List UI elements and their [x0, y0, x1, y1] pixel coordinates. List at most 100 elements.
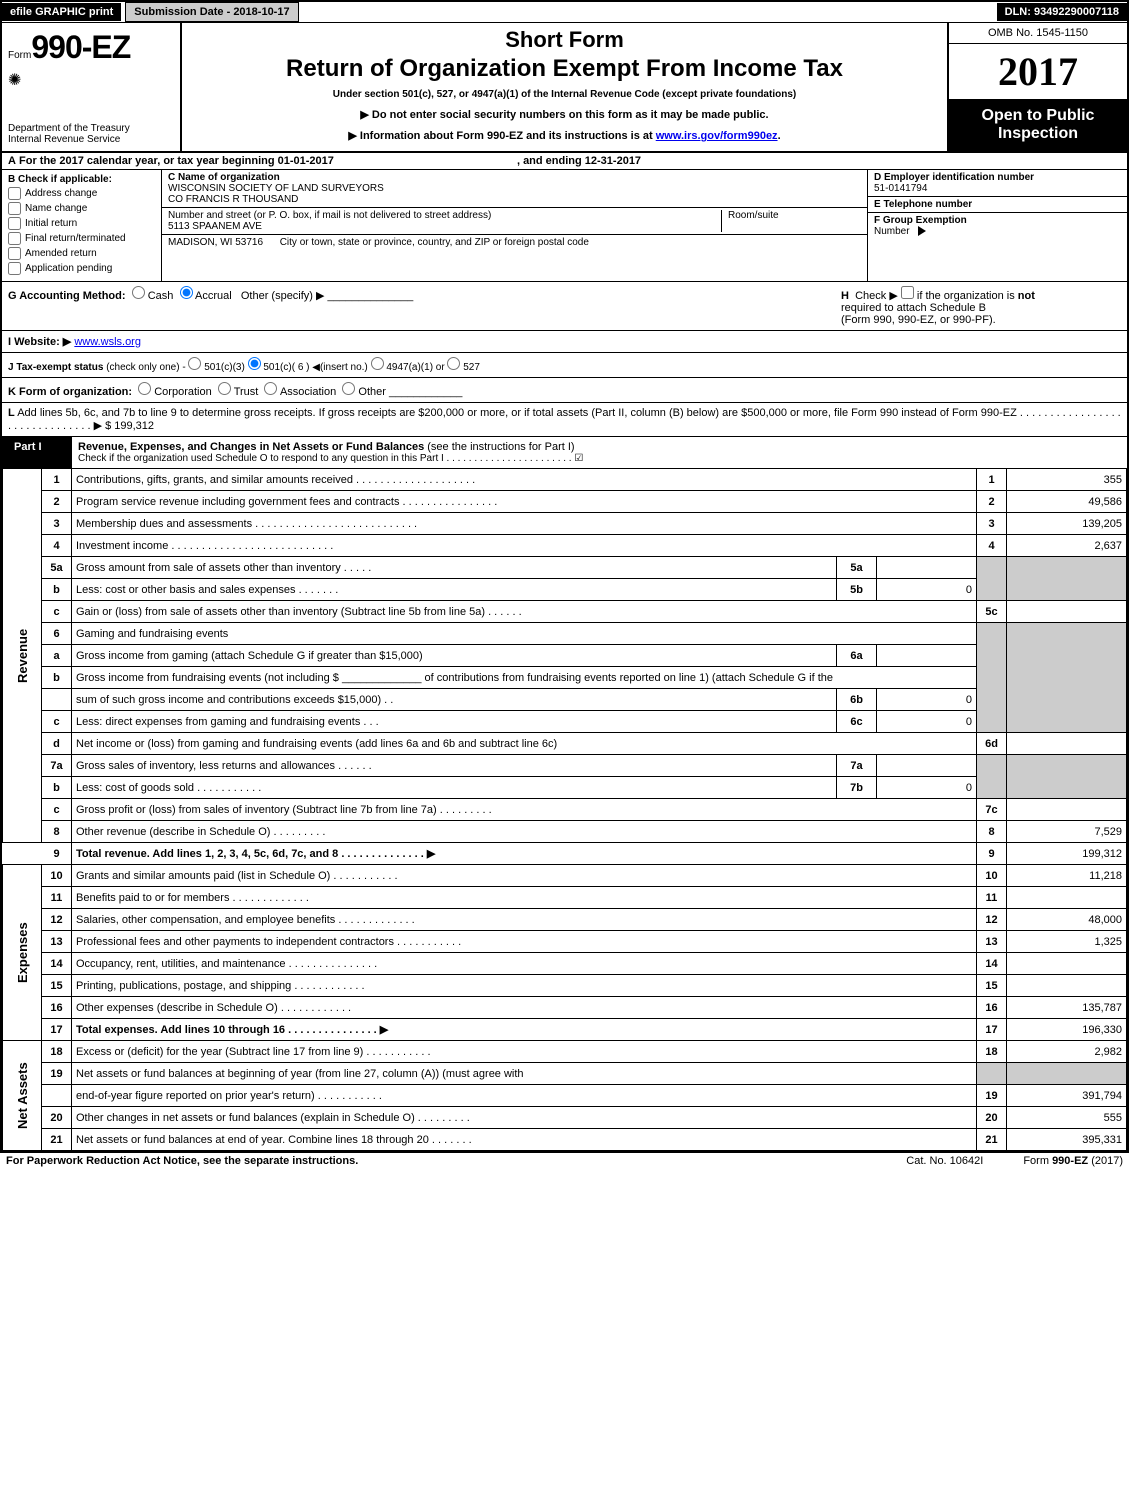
l18-col: 18 [977, 1041, 1007, 1063]
tax-year: 2017 [949, 44, 1127, 99]
l16-col: 16 [977, 997, 1007, 1019]
l2-num: 2 [42, 491, 72, 513]
g-cash-radio[interactable] [132, 286, 145, 299]
l4-desc: Investment income . . . . . . . . . . . … [72, 535, 977, 557]
l6c-sv: 0 [877, 711, 977, 733]
l1-col: 1 [977, 469, 1007, 491]
section-f: F Group Exemption Number [868, 213, 1127, 281]
l21-col: 21 [977, 1129, 1007, 1151]
l2-col: 2 [977, 491, 1007, 513]
section-d: D Employer identification number 51-0141… [868, 170, 1127, 197]
l8-col: 8 [977, 821, 1007, 843]
l14-val [1007, 953, 1127, 975]
l5c-col: 5c [977, 601, 1007, 623]
l5b-desc: Less: cost or other basis and sales expe… [72, 579, 837, 601]
info-prefix: ▶ Information about Form 990-EZ and its … [348, 130, 655, 142]
l7a-desc: Gross sales of inventory, less returns a… [72, 755, 837, 777]
k-label: K Form of organization: [8, 386, 132, 398]
h-text2: required to attach Schedule B [841, 302, 986, 314]
j-501c3-radio[interactable] [188, 357, 201, 370]
l12-num: 12 [42, 909, 72, 931]
l6d-desc: Net income or (loss) from gaming and fun… [72, 733, 977, 755]
info-link[interactable]: www.irs.gov/form990ez [656, 130, 778, 142]
city-value: MADISON, WI 53716 [168, 237, 263, 248]
efile-print-button[interactable]: efile GRAPHIC print [2, 3, 121, 21]
check-final-return-input[interactable] [8, 232, 21, 245]
k-assoc-radio[interactable] [264, 382, 277, 395]
dln-label: DLN: 93492290007118 [997, 3, 1127, 21]
open-line2: Inspection [953, 125, 1123, 143]
topbar: efile GRAPHIC print Submission Date - 20… [2, 2, 1127, 23]
part-i-label: Part I [2, 437, 72, 468]
f-num-label: Number [874, 226, 910, 237]
g-accrual-radio[interactable] [180, 286, 193, 299]
l7a-sub: 7a [837, 755, 877, 777]
check-address-change-input[interactable] [8, 187, 21, 200]
department-label: Department of the Treasury Internal Reve… [8, 123, 174, 145]
line-a-ending: , and ending 12-31-2017 [517, 155, 641, 167]
check-name-change[interactable]: Name change [8, 202, 155, 215]
org-co: CO FRANCIS R THOUSAND [168, 194, 861, 205]
l16-val: 135,787 [1007, 997, 1127, 1019]
l19b-val: 391,794 [1007, 1085, 1127, 1107]
h-checkbox[interactable] [901, 286, 914, 299]
l15-val [1007, 975, 1127, 997]
org-name-row: C Name of organization WISCONSIN SOCIETY… [162, 170, 867, 208]
i-label: I Website: ▶ [8, 336, 71, 348]
section-e: E Telephone number [868, 197, 1127, 213]
l11-num: 11 [42, 887, 72, 909]
check-name-change-input[interactable] [8, 202, 21, 215]
l3-num: 3 [42, 513, 72, 535]
netassets-side-label: Net Assets [3, 1041, 42, 1151]
g-accrual: Accrual [195, 290, 232, 302]
k-other-radio[interactable] [342, 382, 355, 395]
check-initial-return-input[interactable] [8, 217, 21, 230]
header-left: Form 990-EZ ✺ Department of the Treasury… [2, 23, 182, 151]
check-final-return[interactable]: Final return/terminated [8, 232, 155, 245]
h-check: Check ▶ [855, 290, 898, 302]
l7a-num: 7a [42, 755, 72, 777]
ein-value: 51-0141794 [874, 183, 1121, 194]
expenses-side-label: Expenses [3, 865, 42, 1041]
l20-num: 20 [42, 1107, 72, 1129]
section-l: L Add lines 5b, 6c, and 7b to line 9 to … [2, 403, 1127, 437]
l20-desc: Other changes in net assets or fund bala… [72, 1107, 977, 1129]
check-initial-return[interactable]: Initial return [8, 217, 155, 230]
revenue-side-label: Revenue [3, 469, 42, 843]
h-label: H [841, 290, 849, 302]
j-501c-radio[interactable] [248, 357, 261, 370]
shade-19 [977, 1063, 1007, 1085]
l7b-num: b [42, 777, 72, 799]
l5c-num: c [42, 601, 72, 623]
l6b-num: b [42, 667, 72, 689]
k-corp-radio[interactable] [138, 382, 151, 395]
check-amended-return-input[interactable] [8, 247, 21, 260]
section-g: G Accounting Method: Cash Accrual Other … [8, 286, 841, 326]
check-amended-return[interactable]: Amended return [8, 247, 155, 260]
check-app-pending[interactable]: Application pending [8, 262, 155, 275]
website-link[interactable]: www.wsls.org [74, 336, 141, 348]
l17-col: 17 [977, 1019, 1007, 1041]
l17-val: 196,330 [1007, 1019, 1127, 1041]
l2-val: 49,586 [1007, 491, 1127, 513]
d-label: D Employer identification number [874, 172, 1121, 183]
l6c-desc: Less: direct expenses from gaming and fu… [72, 711, 837, 733]
check-address-change[interactable]: Address change [8, 187, 155, 200]
l6-desc: Gaming and fundraising events [72, 623, 977, 645]
j-4947-radio[interactable] [371, 357, 384, 370]
footer-left: For Paperwork Reduction Act Notice, see … [6, 1155, 358, 1167]
l19b-num [42, 1085, 72, 1107]
l21-val: 395,331 [1007, 1129, 1127, 1151]
e-label: E Telephone number [874, 199, 1121, 210]
k-trust-radio[interactable] [218, 382, 231, 395]
l1-desc: Contributions, gifts, grants, and simila… [72, 469, 977, 491]
l21-desc: Net assets or fund balances at end of ye… [72, 1129, 977, 1151]
j-527-radio[interactable] [447, 357, 460, 370]
l19-desc: Net assets or fund balances at beginning… [72, 1063, 977, 1085]
room-suite: Room/suite [721, 210, 861, 232]
line-a-letter: A [8, 155, 16, 167]
l6b2-sv: 0 [877, 689, 977, 711]
part-i-header: Part I Revenue, Expenses, and Changes in… [2, 437, 1127, 468]
check-app-pending-input[interactable] [8, 262, 21, 275]
irs-seal-icon: ✺ [8, 70, 174, 90]
